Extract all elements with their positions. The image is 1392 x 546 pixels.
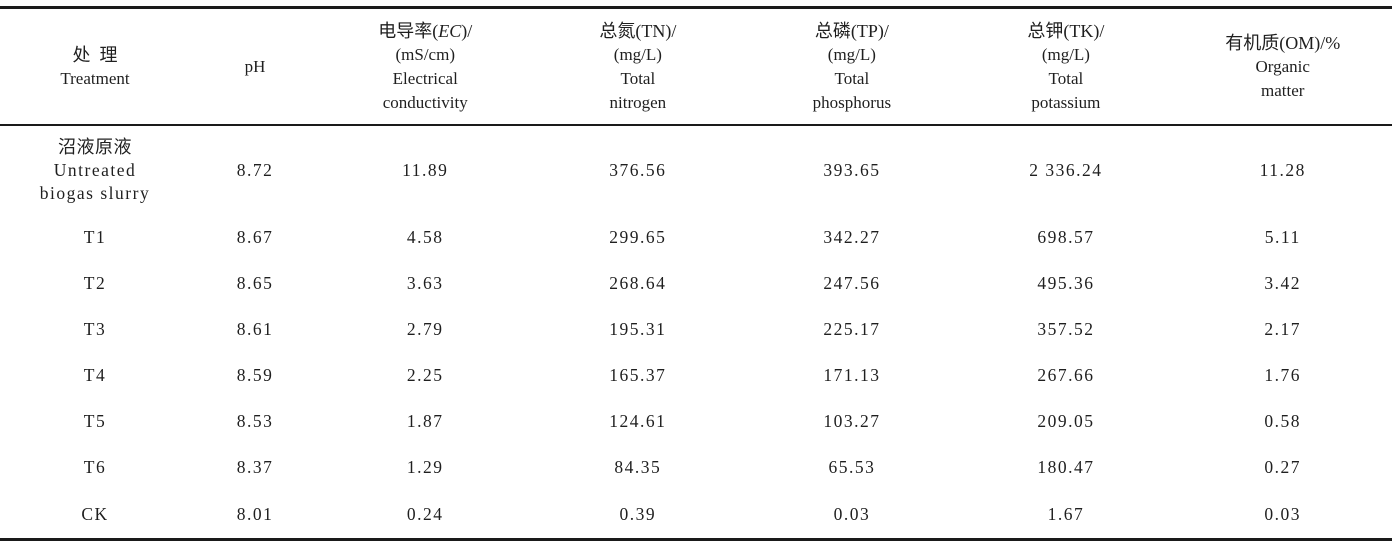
treatment-header-en: Treatment	[60, 68, 130, 88]
cell-t2-ec: 3.63	[406, 272, 444, 293]
column-header-ph: pH	[190, 8, 320, 126]
cell-t4-ph: 8.59	[236, 364, 274, 385]
row-label-t2: T2	[83, 272, 107, 293]
column-header-treatment: 处理 Treatment	[0, 8, 190, 126]
tk-header-en2: potassium	[1031, 92, 1101, 112]
biogas-slurry-properties-table: 处理 Treatment pH 电导率(EC)/ (mS/cm) Electri…	[0, 6, 1392, 541]
om-header-en1: Organic	[1255, 56, 1310, 76]
table-row-t1: T1 8.67 4.58 299.65 342.27 698.57 5.11	[0, 214, 1392, 260]
table-row-t6: T6 8.37 1.29 84.35 65.53 180.47 0.27	[0, 444, 1392, 490]
column-header-om: 有机质(OM)/% Organic matter	[1173, 8, 1392, 126]
cell-t6-tn: 84.35	[614, 456, 662, 477]
column-header-ec: 电导率(EC)/ (mS/cm) Electrical conductivity	[320, 8, 530, 126]
table-row-t5: T5 8.53 1.87 124.61 103.27 209.05 0.58	[0, 398, 1392, 444]
cell-t1-tn: 299.65	[609, 226, 667, 247]
tp-header-en2: phosphorus	[812, 92, 892, 112]
cell-t2-ph: 8.65	[236, 272, 274, 293]
cell-t1-ph: 8.67	[236, 226, 274, 247]
cell-untreated-tk: 2 336.24	[1029, 159, 1103, 180]
row-label-t1: T1	[83, 226, 107, 247]
cell-t6-om: 0.27	[1264, 456, 1302, 477]
column-header-tp: 总磷(TP)/ (mg/L) Total phosphorus	[745, 8, 958, 126]
cell-untreated-om: 11.28	[1259, 159, 1306, 180]
cell-t5-tk: 209.05	[1037, 410, 1095, 431]
cell-t5-tp: 103.27	[823, 410, 881, 431]
cell-t3-tp: 225.17	[823, 318, 881, 339]
cell-ck-ec: 0.24	[406, 503, 444, 524]
cell-t1-tp: 342.27	[823, 226, 881, 247]
table-header-row: 处理 Treatment pH 电导率(EC)/ (mS/cm) Electri…	[0, 8, 1392, 126]
row-label-t5: T5	[83, 410, 107, 431]
cell-untreated-tn: 376.56	[609, 159, 667, 180]
cell-t3-ph: 8.61	[236, 318, 274, 339]
cell-untreated-ec: 11.89	[402, 159, 449, 180]
cell-t2-tp: 247.56	[823, 272, 881, 293]
cell-t4-om: 1.76	[1264, 364, 1302, 385]
column-header-tk: 总钾(TK)/ (mg/L) Total potassium	[958, 8, 1173, 126]
cell-ck-tp: 0.03	[833, 503, 871, 524]
row-label-untreated: 沼液原液 Untreated biogas slurry	[39, 136, 151, 203]
cell-t1-tk: 698.57	[1037, 226, 1095, 247]
tk-header-en1: Total	[1048, 68, 1084, 88]
cell-t4-tp: 171.13	[823, 364, 881, 385]
cell-t6-tk: 180.47	[1037, 456, 1095, 477]
cell-t4-tn: 165.37	[609, 364, 667, 385]
cell-untreated-tp: 393.65	[823, 159, 881, 180]
cell-ck-tk: 1.67	[1047, 503, 1085, 524]
table-row-t4: T4 8.59 2.25 165.37 171.13 267.66 1.76	[0, 352, 1392, 398]
cell-ck-ph: 8.01	[236, 503, 274, 524]
tk-header-zh: 总钾(TK)/	[1027, 20, 1105, 41]
ec-symbol: EC	[438, 20, 462, 41]
cell-ck-om: 0.03	[1264, 503, 1302, 524]
cell-t6-ph: 8.37	[236, 456, 274, 477]
cell-t5-ec: 1.87	[406, 410, 444, 431]
table-row-t2: T2 8.65 3.63 268.64 247.56 495.36 3.42	[0, 260, 1392, 306]
cell-t2-om: 3.42	[1264, 272, 1302, 293]
cell-t1-om: 5.11	[1264, 226, 1301, 247]
table-row-untreated: 沼液原液 Untreated biogas slurry 8.72 11.89 …	[0, 125, 1392, 214]
om-header-zh: 有机质(OM)/%	[1225, 32, 1341, 53]
cell-t5-ph: 8.53	[236, 410, 274, 431]
cell-t5-om: 0.58	[1264, 410, 1302, 431]
cell-t4-tk: 267.66	[1037, 364, 1095, 385]
cell-t3-ec: 2.79	[406, 318, 444, 339]
tn-header-zh: 总氮(TN)/	[599, 20, 677, 41]
ec-header-en2: conductivity	[382, 92, 468, 112]
table-row-ck: CK 8.01 0.24 0.39 0.03 1.67 0.03	[0, 490, 1392, 540]
cell-t2-tk: 495.36	[1037, 272, 1095, 293]
row-label-t4: T4	[83, 364, 107, 385]
cell-t1-ec: 4.58	[406, 226, 444, 247]
cell-t6-ec: 1.29	[406, 456, 444, 477]
cell-t3-om: 2.17	[1264, 318, 1302, 339]
ph-header-label: pH	[244, 56, 266, 76]
tn-header-en2: nitrogen	[609, 92, 667, 112]
row-label-ck: CK	[81, 503, 109, 524]
tk-header-unit: (mg/L)	[1041, 44, 1090, 64]
tp-header-en1: Total	[834, 68, 870, 88]
cell-untreated-ph: 8.72	[236, 159, 274, 180]
om-header-en2: matter	[1261, 80, 1305, 100]
ec-header-zh: 电导率(EC)/	[378, 20, 473, 41]
tp-header-zh: 总磷(TP)/	[814, 20, 889, 41]
ec-header-unit: (mS/cm)	[395, 44, 455, 64]
table-row-t3: T3 8.61 2.79 195.31 225.17 357.52 2.17	[0, 306, 1392, 352]
cell-t4-ec: 2.25	[406, 364, 444, 385]
cell-t3-tk: 357.52	[1037, 318, 1095, 339]
tn-header-en1: Total	[620, 68, 656, 88]
treatment-header-zh: 处理	[72, 44, 127, 65]
cell-t2-tn: 268.64	[609, 272, 667, 293]
tn-header-unit: (mg/L)	[613, 44, 662, 64]
ec-header-en1: Electrical	[392, 68, 458, 88]
cell-t3-tn: 195.31	[609, 318, 667, 339]
column-header-tn: 总氮(TN)/ (mg/L) Total nitrogen	[530, 8, 745, 126]
cell-t6-tp: 65.53	[828, 456, 876, 477]
tp-header-unit: (mg/L)	[827, 44, 876, 64]
row-label-t3: T3	[83, 318, 107, 339]
cell-t5-tn: 124.61	[609, 410, 667, 431]
row-label-t6: T6	[83, 456, 107, 477]
cell-ck-tn: 0.39	[619, 503, 657, 524]
